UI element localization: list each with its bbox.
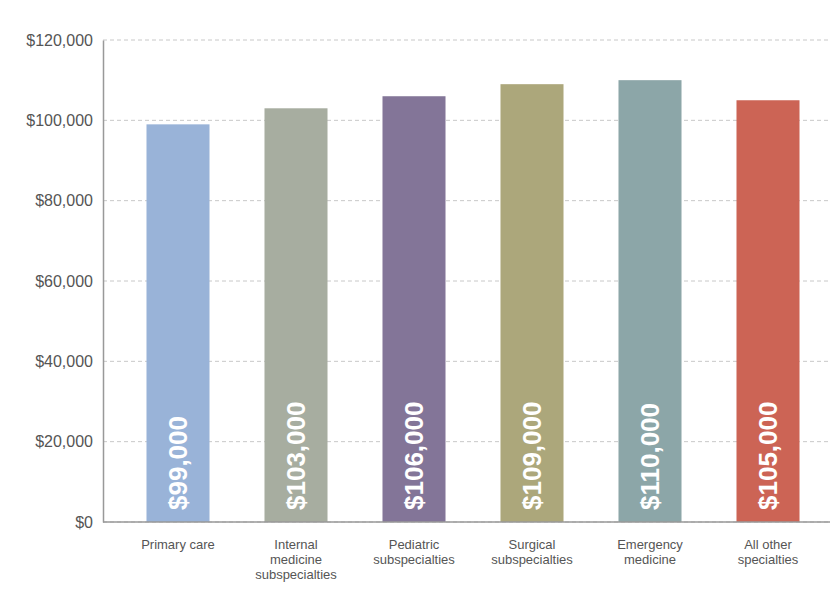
y-tick: $120,000	[26, 32, 103, 49]
bar	[618, 80, 681, 522]
y-axis: $0 $20,000 $40,000 $60,000 $80,000 $100,000 $1…	[26, 32, 103, 531]
x-tick: Pediatricsubspecialties	[373, 522, 455, 567]
y-tick-label: $80,000	[35, 192, 93, 209]
data-label: $99,000	[163, 416, 193, 510]
x-axis-line	[103, 521, 830, 523]
x-tick: All otherspecialties	[738, 522, 799, 567]
x-tick-label-line: subspecialties	[255, 567, 337, 582]
x-tick-label-line: subspecialties	[491, 552, 573, 567]
x-tick-label-line: medicine	[270, 552, 322, 567]
x-tick-label-line: Surgical	[509, 537, 556, 552]
bar	[736, 100, 799, 522]
y-tick: $0	[75, 514, 103, 531]
y-tick: $80,000	[35, 192, 103, 209]
data-labels: $99,000 $103,000 $106,000 $109,000 $110,000 $…	[163, 402, 783, 510]
bar	[500, 84, 563, 522]
y-tick: $60,000	[35, 273, 103, 290]
bars	[146, 80, 799, 522]
x-tick-label-line: Primary care	[141, 537, 215, 552]
y-tick-label: $120,000	[26, 32, 93, 49]
y-tick-label: $100,000	[26, 112, 93, 129]
y-tick-label: $20,000	[35, 433, 93, 450]
bar	[382, 96, 445, 522]
chart: $0 $20,000 $40,000 $60,000 $80,000 $100,000 $1…	[0, 0, 833, 613]
y-tick-label: $0	[75, 514, 93, 531]
y-tick-label: $60,000	[35, 273, 93, 290]
y-tick-label: $40,000	[35, 353, 93, 370]
grid-line	[103, 120, 830, 121]
x-tick-label-line: medicine	[624, 552, 676, 567]
x-tick: Emergencymedicine	[617, 522, 683, 567]
y-axis-line	[103, 41, 105, 523]
grid-line	[103, 441, 830, 442]
x-tick-label-line: Pediatric	[389, 537, 440, 552]
x-tick-label-line: subspecialties	[373, 552, 455, 567]
x-tick: Internalmedicinesubspecialties	[255, 522, 337, 582]
x-tick-label-line: Internal	[274, 537, 317, 552]
data-label: $106,000	[399, 402, 429, 510]
data-label: $103,000	[281, 402, 311, 510]
y-tick: $40,000	[35, 353, 103, 370]
grid-line	[103, 281, 830, 282]
data-label: $105,000	[753, 402, 783, 510]
grid-line	[103, 40, 830, 41]
x-tick: Primary care	[141, 522, 215, 552]
data-label: $109,000	[517, 402, 547, 510]
x-tick-label-line: specialties	[738, 552, 799, 567]
x-tick-label: Internalmedicinesubspecialties	[255, 537, 337, 582]
bar	[146, 124, 209, 522]
x-tick: Surgicalsubspecialties	[491, 522, 573, 567]
x-tick-label-line: All other	[744, 537, 792, 552]
grid-line	[103, 200, 830, 201]
grid	[103, 40, 830, 522]
bar	[264, 108, 327, 522]
x-axis: Primary careInternalmedicinesubspecialti…	[103, 522, 830, 582]
x-tick-label: Primary care	[141, 537, 215, 552]
x-tick-label: Surgicalsubspecialties	[491, 537, 573, 567]
x-tick-label: Emergencymedicine	[617, 537, 683, 567]
data-label: $110,000	[635, 403, 665, 510]
grid-line	[103, 361, 830, 362]
x-tick-label-line: Emergency	[617, 537, 683, 552]
x-tick-label: Pediatricsubspecialties	[373, 537, 455, 567]
x-tick-label: All otherspecialties	[738, 537, 799, 567]
grid-line	[103, 522, 830, 523]
y-tick: $100,000	[26, 112, 103, 129]
y-tick: $20,000	[35, 433, 103, 450]
